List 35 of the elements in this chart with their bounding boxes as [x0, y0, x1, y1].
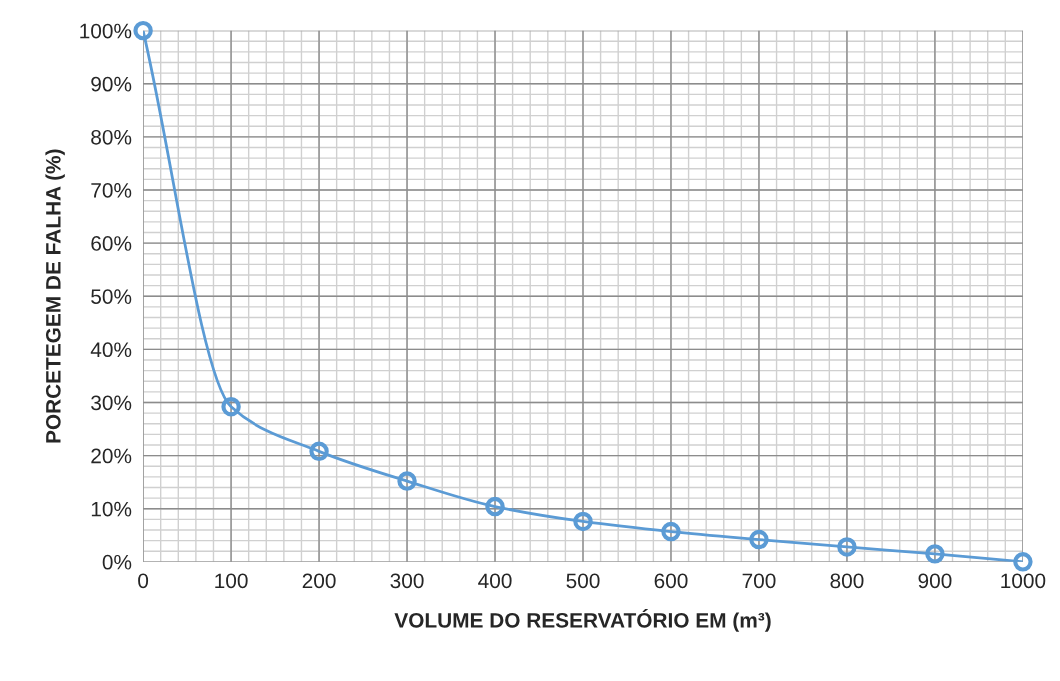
y-axis-title: PORCETEGEM DE FALHA (%): [45, 149, 65, 443]
y-tick-label: 40%: [90, 342, 132, 358]
y-tick-label: 10%: [91, 501, 132, 517]
x-tick-label: 700: [742, 573, 776, 589]
point: [749, 529, 769, 550]
point: [1013, 552, 1033, 572]
x-tick-label: 900: [918, 573, 952, 589]
x-tick-label: 200: [302, 573, 336, 589]
x-tick-label: 500: [566, 573, 600, 589]
x-tick-label: 0: [138, 573, 149, 589]
x-axis-title: VOLUME DO RESERVATÓRIO EM (m³): [394, 609, 771, 632]
point: [661, 521, 681, 542]
point: [925, 544, 945, 564]
point: [397, 471, 417, 491]
y-tick-label: 50%: [91, 289, 132, 304]
x-tick-label: 600: [654, 573, 688, 589]
point: [485, 496, 505, 517]
point: [837, 537, 857, 557]
y-tick-label: 0%: [102, 554, 132, 570]
point: [573, 511, 593, 532]
x-tick-label: 1000: [1001, 573, 1046, 589]
y-tick-label: 100%: [80, 23, 132, 39]
point: [309, 441, 329, 462]
y-tick-label: 30%: [91, 395, 132, 411]
x-tick-label: 800: [830, 573, 864, 589]
point: [133, 20, 153, 41]
point: [221, 396, 241, 417]
y-tick-label: 20%: [91, 448, 132, 464]
x-tick-label: 300: [390, 573, 424, 589]
y-tick-label: 80%: [91, 129, 132, 145]
y-tick-label: 90%: [91, 76, 132, 92]
y-tick-label: 60%: [91, 236, 132, 251]
y-tick-label: 70%: [91, 183, 132, 198]
x-tick-label: 100: [215, 573, 248, 589]
x-tick-label: 400: [478, 573, 512, 589]
